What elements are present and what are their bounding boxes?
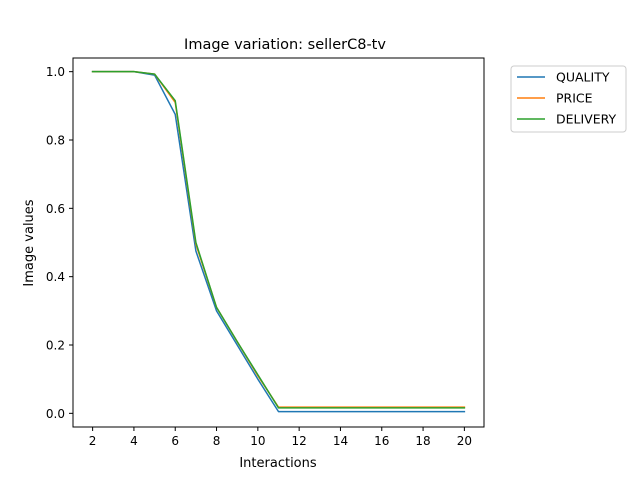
series-line-price [91, 70, 466, 408]
series-line-delivery [91, 70, 466, 409]
x-tick-label: 18 [415, 434, 430, 448]
y-tick-label: 1.0 [46, 65, 65, 79]
x-tick-label: 12 [292, 434, 307, 448]
legend: QUALITY PRICE DELIVERY [510, 65, 627, 133]
x-axis-ticks: 2 4 6 8 10 12 14 16 18 20 [89, 427, 472, 448]
x-tick-label: 20 [457, 434, 472, 448]
plot-frame [72, 57, 485, 428]
legend-label: DELIVERY [556, 112, 617, 127]
x-tick-label: 4 [130, 434, 138, 448]
x-tick-label: 8 [213, 434, 221, 448]
y-tick-label: 0.4 [46, 270, 65, 284]
y-axis-label: Image values [22, 199, 37, 286]
y-tick-label: 0.2 [46, 339, 65, 353]
x-tick-label: 14 [333, 434, 348, 448]
y-tick-label: 0.8 [46, 134, 65, 148]
x-tick-label: 2 [89, 434, 97, 448]
x-tick-label: 10 [250, 434, 265, 448]
legend-label: PRICE [556, 91, 593, 106]
y-tick-label: 0.0 [46, 407, 65, 421]
legend-label: QUALITY [556, 70, 610, 85]
x-axis-label: Interactions [239, 456, 317, 471]
y-tick-label: 0.6 [46, 202, 65, 216]
chart-title: Image variation: sellerC8-tv [184, 37, 386, 53]
y-axis-ticks: 0.0 0.2 0.4 0.6 0.8 1.0 [46, 65, 73, 421]
series-line-quality [91, 70, 466, 413]
plot-lines [91, 70, 466, 413]
legend-box [510, 65, 627, 133]
x-tick-label: 6 [171, 434, 179, 448]
x-tick-label: 16 [374, 434, 389, 448]
